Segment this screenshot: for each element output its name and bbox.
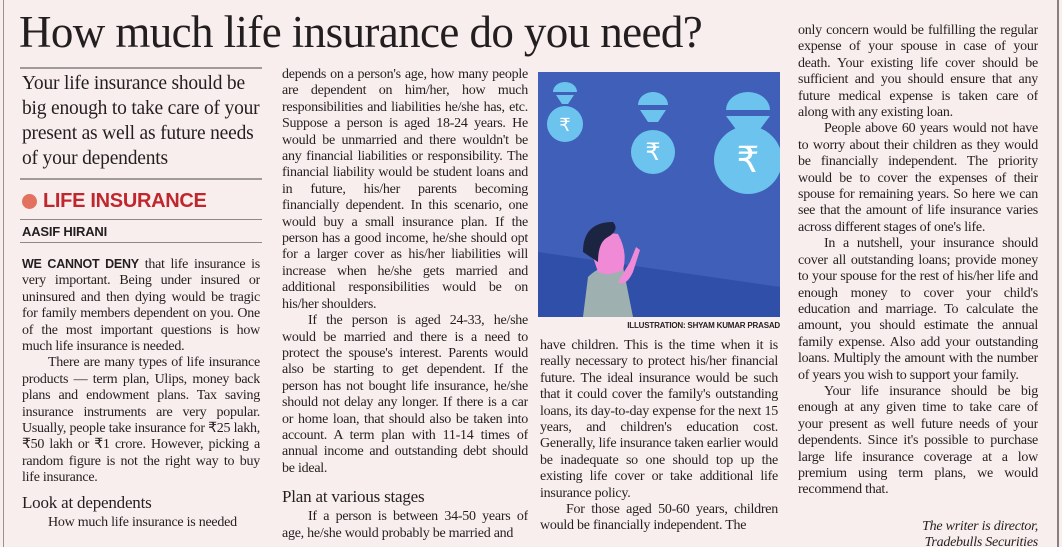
money-bag-medium-icon: ₹ [631, 92, 675, 174]
author-note: The writer is director, Tradebulls Securi… [922, 518, 1038, 547]
paragraph: only concern would be fulfilling the reg… [798, 23, 1038, 121]
money-bag-small-icon: ₹ [547, 82, 583, 142]
column-3: have children. This is the time when it … [540, 338, 778, 547]
headline: How much life insurance do you need? [19, 7, 703, 57]
paragraph: For those aged 50-60 years, children wou… [540, 502, 778, 534]
kicker-label: LIFE INSURANCE [43, 190, 207, 212]
paragraph: If the person is aged 24-33, he/she woul… [282, 313, 528, 476]
divider [20, 242, 262, 243]
svg-text:₹: ₹ [559, 115, 570, 136]
money-bag-large-icon: ₹ [714, 92, 780, 194]
paragraph: WE CANNOT DENY that life insurance is ve… [22, 257, 260, 355]
deck: Your life insurance should be big enough… [22, 73, 260, 169]
paragraph: Your life insurance should be big enough… [798, 383, 1038, 498]
column-4: only concern would be fulfilling the reg… [798, 23, 1038, 547]
svg-text:₹: ₹ [645, 138, 660, 166]
paragraph: People above 60 years would not have to … [798, 121, 1038, 235]
subheading: Look at dependents [22, 492, 152, 512]
subheading: Plan at various stages [282, 487, 425, 507]
illustration: ₹ ₹ ₹ [538, 72, 780, 317]
bullet-dot-icon [22, 194, 37, 209]
paragraph: In a nutshell, your insurance should cov… [798, 236, 1038, 383]
divider [20, 67, 262, 69]
column-2: depends on a person's age, how many peop… [282, 67, 528, 547]
byline: AASIF HIRANI [22, 224, 107, 239]
illustration-credit: ILLUSTRATION: SHYAM KUMAR PRASAD [627, 321, 780, 330]
column-1: WE CANNOT DENY that life insurance is ve… [22, 256, 260, 547]
paragraph: How much life insurance is needed [48, 514, 237, 530]
section-kicker: LIFE INSURANCE [22, 190, 207, 213]
lead-in: WE CANNOT DENY [22, 257, 139, 271]
divider [20, 178, 262, 180]
paragraph: If a person is between 34-50 years of ag… [282, 509, 528, 541]
svg-text:₹: ₹ [737, 140, 760, 181]
page-border-left [3, 0, 4, 547]
divider [20, 219, 262, 220]
paragraph: have children. This is the time when it … [540, 338, 778, 501]
paragraph: depends on a person's age, how many peop… [282, 67, 528, 312]
page-border-right [1057, 0, 1059, 547]
paragraph: There are many types of life insurance p… [22, 355, 260, 486]
person-looking-up-icon [583, 222, 640, 317]
